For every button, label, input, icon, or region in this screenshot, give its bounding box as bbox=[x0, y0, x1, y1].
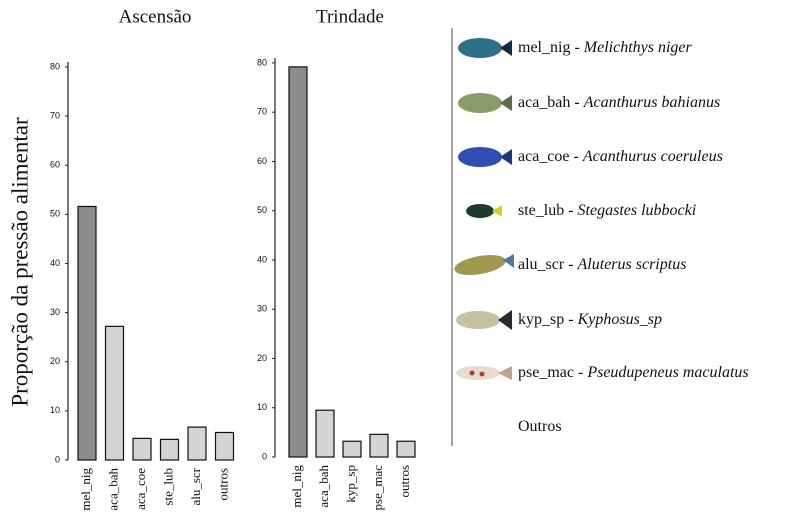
bar bbox=[396, 440, 416, 458]
y-tick-label: 30 bbox=[257, 304, 267, 314]
bar bbox=[342, 440, 362, 458]
y-tick-label: 80 bbox=[50, 61, 60, 71]
legend-species: Acanthurus coeruleus bbox=[582, 148, 723, 165]
legend-entry: pse_mac - Pseudupeneus maculatus bbox=[518, 364, 749, 381]
legend-code: kyp_sp - bbox=[518, 311, 574, 328]
bar bbox=[214, 431, 235, 461]
x-tick-label: aca_bah bbox=[316, 465, 331, 508]
legend-code: ste_lub - bbox=[518, 202, 574, 219]
y-tick-label: 60 bbox=[257, 156, 267, 166]
y-tick-label: 70 bbox=[257, 107, 267, 117]
y-tick-label: 40 bbox=[257, 254, 267, 264]
y-tick-label: 50 bbox=[257, 205, 267, 215]
x-tick-label: outros bbox=[397, 465, 412, 498]
bar bbox=[132, 437, 152, 461]
legend-entry: Outros bbox=[518, 418, 562, 435]
bar bbox=[159, 438, 180, 461]
legend-entry: ste_lub - Stegastes lubbocki bbox=[518, 202, 696, 219]
legend-code: pse_mac - bbox=[518, 364, 583, 381]
legend-species: Pseudupeneus maculatus bbox=[586, 364, 748, 381]
y-tick-label: 10 bbox=[50, 405, 60, 415]
y-tick-label: 30 bbox=[50, 307, 60, 317]
y-tick-label: 0 bbox=[55, 454, 60, 464]
legend-species: Kyphosus_sp bbox=[577, 311, 662, 328]
x-tick-label: ste_lub bbox=[160, 468, 175, 506]
legend-code: mel_nig - bbox=[518, 39, 580, 56]
legend-code: aca_coe - bbox=[518, 148, 579, 165]
y-tick-label: 50 bbox=[50, 209, 60, 219]
legend-species: Aluterus scriptus bbox=[577, 256, 687, 273]
fish-icons bbox=[454, 38, 514, 380]
y-axis-label: Proporção da pressão alimentar bbox=[7, 117, 32, 407]
x-tick-label: aca_bah bbox=[105, 468, 120, 511]
x-tick-label: kyp_sp bbox=[343, 465, 358, 503]
y-tick-label: 20 bbox=[257, 353, 267, 363]
y-tick-label: 80 bbox=[257, 57, 267, 67]
legend-entry: aca_bah - Acanthurus bahianus bbox=[518, 94, 720, 111]
chart-title: Ascensão bbox=[119, 6, 192, 27]
bar bbox=[369, 433, 389, 458]
bar bbox=[104, 325, 125, 461]
x-tick-label: outros bbox=[215, 468, 230, 501]
bar bbox=[77, 205, 97, 461]
legend-species: Acanthurus bahianus bbox=[583, 94, 720, 111]
legend-code: alu_scr - bbox=[518, 256, 574, 273]
legend-species: Stegastes lubbocki bbox=[578, 202, 697, 219]
x-tick-label: aca_coe bbox=[133, 468, 148, 510]
legend-code: aca_bah - bbox=[518, 94, 580, 111]
y-tick-label: 20 bbox=[50, 356, 60, 366]
bar bbox=[187, 426, 207, 461]
legend-entry: kyp_sp - Kyphosus_sp bbox=[518, 311, 662, 328]
y-tick-label: 10 bbox=[257, 402, 267, 412]
legend-entry: aca_coe - Acanthurus coeruleus bbox=[518, 148, 723, 165]
legend-entry: mel_nig - Melichthys niger bbox=[518, 39, 693, 56]
y-tick-label: 70 bbox=[50, 110, 60, 120]
legend-code: Outros bbox=[518, 418, 562, 435]
y-tick-label: 40 bbox=[50, 258, 60, 268]
bar bbox=[288, 66, 308, 458]
legend-species: Melichthys niger bbox=[583, 39, 693, 56]
x-tick-label: pse_mac bbox=[370, 465, 385, 511]
y-tick-label: 0 bbox=[262, 451, 267, 461]
legend-entry: alu_scr - Aluterus scriptus bbox=[518, 256, 686, 273]
chart-title: Trindade bbox=[316, 6, 384, 27]
x-tick-label: mel_nig bbox=[289, 465, 304, 508]
bar bbox=[315, 409, 335, 458]
x-tick-label: mel_nig bbox=[78, 468, 93, 511]
y-tick-label: 60 bbox=[50, 160, 60, 170]
x-tick-label: alu_scr bbox=[188, 467, 203, 505]
